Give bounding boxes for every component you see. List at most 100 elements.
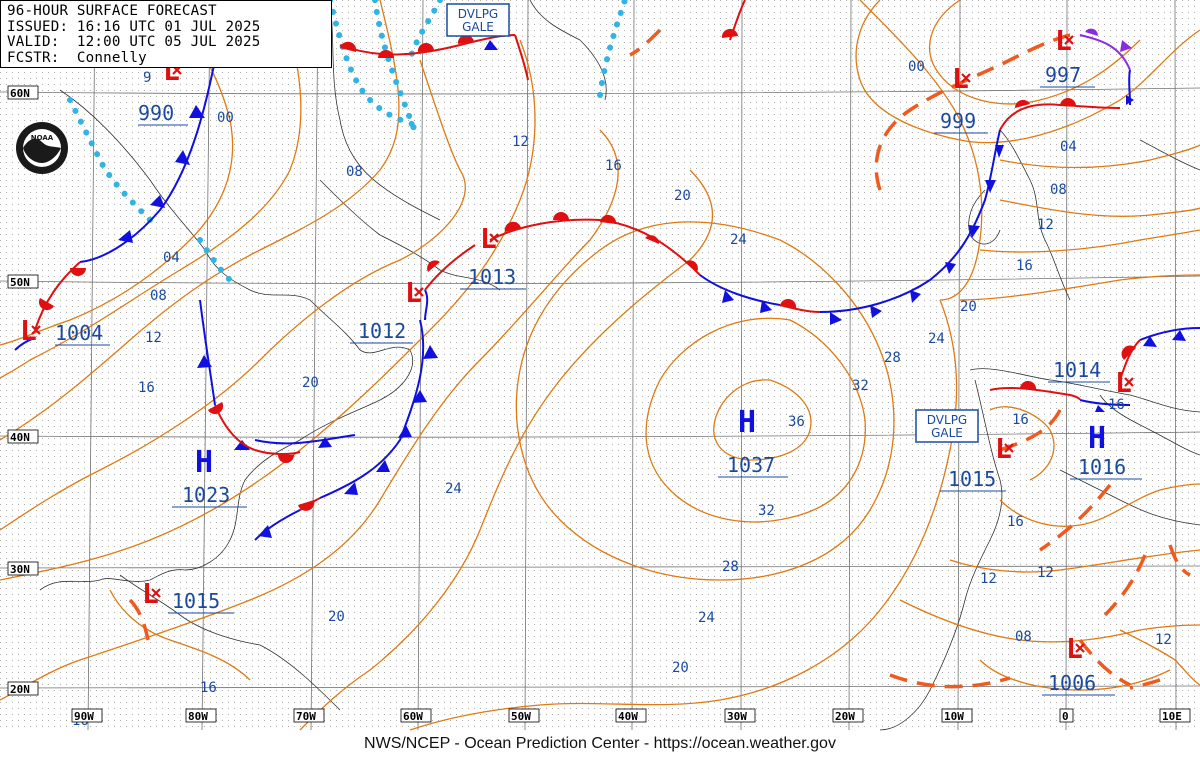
isobar-label: 08 (1050, 182, 1067, 198)
gale-warning-east: DVLPG GALE (915, 409, 979, 443)
isobar-label: 08 (346, 164, 363, 180)
latitude-label: 50N (10, 276, 30, 289)
low-pressure: 1004 (55, 321, 103, 345)
isobar-label: 36 (788, 414, 805, 430)
isobar-label: 12 (1037, 217, 1054, 233)
isobar-label: 12 (1155, 632, 1172, 648)
longitude-label: 80W (188, 710, 208, 723)
longitude-label: 60W (403, 710, 423, 723)
low-pressure: 1006 (1048, 671, 1096, 695)
valid-time: VALID: 12:00 UTC 05 JUL 2025 (7, 34, 261, 50)
isobar-label: 16 (1108, 397, 1125, 413)
isobar-label: 9 (143, 70, 151, 86)
high-symbol: H (1088, 421, 1106, 456)
low-pressure: 1014 (1053, 358, 1101, 382)
isobar-label: 28 (722, 559, 739, 575)
high-symbol: H (195, 445, 213, 480)
forecast-title: 96-HOUR SURFACE FORECAST (7, 3, 217, 19)
low-x-marks (31, 35, 1134, 653)
isobar-label: 04 (1060, 139, 1077, 155)
gale-warning-north: DVLPG GALE (446, 3, 510, 37)
low-1013: L 1013 (460, 222, 526, 290)
footer-credit: NWS/NCEP - Ocean Prediction Center - htt… (364, 735, 836, 752)
low-pressure: 1015 (948, 467, 996, 491)
isobar-label: 20 (302, 375, 319, 391)
isobar-label: 16 (1012, 412, 1029, 428)
gale-label-line1: DVLPG (458, 7, 498, 21)
isobar-label: 12 (1037, 565, 1054, 581)
isobar-label: 16 (605, 158, 622, 174)
low-centers: L 990 L 1004 L 1012 L 1013 L 999 L 997 (20, 24, 1132, 696)
isobar-label: 12 (512, 134, 529, 150)
low-1015-gulf: L 1015 (142, 577, 234, 614)
isobar-label: 24 (698, 610, 715, 626)
warm-fronts (34, 0, 1141, 511)
troughs (128, 28, 1191, 690)
isobar-label: 24 (928, 331, 945, 347)
isobar-label: 00 (217, 110, 234, 126)
low-1004: L 1004 (20, 314, 110, 347)
gale-label-line2: GALE (931, 426, 963, 440)
forecaster-name: FCSTR: Connelly (7, 49, 147, 66)
low-symbol: L (480, 222, 497, 255)
longitude-labels: 90W 80W 70W 60W 50W 40W 30W 20W 10W 0 10… (71, 708, 1191, 723)
isobar-label: 12 (145, 330, 162, 346)
low-999: L 999 (934, 62, 988, 134)
low-1006: L 1006 (1042, 632, 1115, 696)
longitude-label: 40W (618, 710, 638, 723)
longitude-label: 90W (74, 710, 94, 723)
isobar-label: 20 (674, 188, 691, 204)
longitude-label: 10E (1162, 710, 1182, 723)
longitude-label: 30W (727, 710, 747, 723)
gale-label-line2: GALE (462, 20, 494, 34)
isobar-label: 20 (672, 660, 689, 676)
high-1016: H 1016 (1070, 421, 1142, 480)
cold-front-barbs (118, 40, 1186, 538)
isobar-label: 20 (328, 609, 345, 625)
low-pressure: 990 (138, 101, 174, 125)
gale-label-line1: DVLPG (927, 413, 967, 427)
issued-time: ISSUED: 16:16 UTC 01 JUL 2025 (7, 18, 261, 35)
high-1037: H 1037 (718, 405, 788, 478)
isobar-label: 32 (758, 503, 775, 519)
isobar-label: 16 (1007, 514, 1024, 530)
isobar-label: 16 (1016, 258, 1033, 274)
isobar-label: 20 (960, 299, 977, 315)
low-pressure: 999 (940, 109, 976, 133)
low-symbol: L (142, 577, 159, 610)
isobars (0, 0, 1200, 731)
high-centers: H 1037 H 1023 H 1016 (172, 405, 1142, 508)
longitude-label: 10W (944, 710, 964, 723)
longitude-label: 20W (835, 710, 855, 723)
isobar-label: 24 (445, 481, 462, 497)
low-pressure: 1013 (468, 265, 516, 289)
low-1014: L 1014 (1048, 358, 1132, 399)
longitude-label: 0 (1062, 710, 1069, 723)
low-symbol: L (1055, 24, 1072, 57)
warm-front-bumps (38, 28, 1136, 511)
high-pressure: 1023 (182, 483, 230, 507)
isobar-label: 16 (200, 680, 217, 696)
isobar-label: 00 (908, 59, 925, 75)
occluded-front (1079, 28, 1132, 71)
low-pressure: 1012 (358, 319, 406, 343)
isobar-label: 08 (1015, 629, 1032, 645)
isobar-label: 32 (852, 378, 869, 394)
latitude-label: 40N (10, 431, 30, 444)
longitude-label: 50W (511, 710, 531, 723)
low-symbol: L (1115, 366, 1132, 399)
isobar-label: 12 (980, 571, 997, 587)
isobar-label: 04 (163, 250, 180, 266)
low-pressure: 1015 (172, 589, 220, 613)
gale-warnings: DVLPG GALE DVLPG GALE (446, 3, 979, 443)
latitude-label: 60N (10, 87, 30, 100)
isobar-label: 24 (730, 232, 747, 248)
isobar-label: 08 (150, 288, 167, 304)
isobar-label: 28 (884, 350, 901, 366)
isobar-label: 16 (138, 380, 155, 396)
low-1015-iberia: L 1015 (940, 432, 1012, 492)
longitude-label: 70W (296, 710, 316, 723)
low-pressure: 997 (1045, 63, 1081, 87)
low-symbol: L (952, 62, 969, 95)
